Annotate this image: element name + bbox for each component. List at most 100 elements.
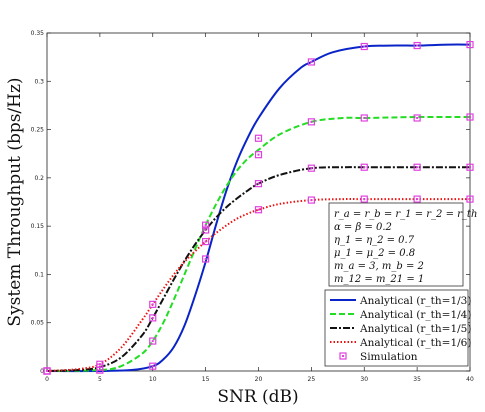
y-tick-label: 0.2	[34, 175, 44, 182]
annotation-line-1: r_a = r_b = r_1 = r_2 = r_th	[334, 209, 477, 220]
simulation-marker	[254, 151, 263, 159]
simulation-marker-core	[98, 363, 101, 366]
simulation-marker	[202, 237, 210, 246]
simulation-marker-core	[151, 365, 154, 368]
legend: Analytical (r_th=1/3) Analytical (r_th=1…	[324, 289, 471, 367]
simulation-marker-core	[151, 340, 154, 343]
simulation-marker	[413, 41, 421, 50]
x-tick-label: 5	[98, 376, 102, 383]
simulation-marker-core	[310, 120, 313, 123]
simulation-marker-core	[416, 166, 419, 169]
x-axis-label: SNR (dB)	[217, 387, 298, 407]
simulation-marker	[254, 206, 263, 214]
series-line-1	[46, 43, 471, 373]
axis-ticks: 0 5 10 15 20 25 30 35 40 0 0.05 0.1 0.15 0.2 0.25 0.3 0.…	[31, 30, 474, 383]
x-tick-label: 40	[466, 376, 474, 383]
y-tick-label: 0.05	[31, 320, 45, 327]
y-axis-label: System Throughput (bps/Hz)	[5, 77, 25, 326]
simulation-marker-core	[469, 166, 471, 169]
simulation-marker-core	[416, 44, 419, 47]
x-tick-label: 15	[202, 376, 210, 383]
simulation-marker	[307, 196, 315, 204]
simulation-marker-core	[416, 198, 419, 201]
legend-label-3: Analytical (r_th=1/5)	[359, 323, 471, 335]
annotation-line-4: μ_1 = μ_2 = 0.8	[334, 248, 415, 259]
simulation-marker	[466, 163, 474, 171]
simulation-marker-core	[257, 137, 260, 140]
simulation-marker	[413, 195, 421, 203]
y-tick-label: 0.15	[31, 223, 45, 230]
legend-label-1: Analytical (r_th=1/3)	[359, 295, 471, 307]
parameter-annotation: r_a = r_b = r_1 = r_2 = r_th α = β = 0.2…	[328, 202, 477, 287]
simulation-marker	[466, 113, 474, 121]
simulation-marker	[307, 58, 315, 66]
simulation-marker	[466, 195, 474, 203]
simulation-marker	[202, 255, 210, 263]
legend-label-2: Analytical (r_th=1/4)	[359, 309, 471, 321]
simulation-marker-core	[363, 198, 366, 201]
legend-label-4: Analytical (r_th=1/6)	[359, 337, 471, 349]
x-tick-label: 20	[255, 376, 263, 383]
x-tick-label: 25	[308, 376, 316, 383]
simulation-marker	[202, 221, 210, 229]
annotation-box	[328, 202, 464, 287]
simulation-marker-core	[257, 208, 260, 211]
x-tick-label: 0	[45, 376, 49, 383]
annotation-line-5: m_a = 3, m_b = 2	[334, 261, 424, 272]
series-line-4	[46, 198, 470, 372]
simulation-marker	[254, 134, 263, 142]
y-tick-label: 0.1	[34, 271, 44, 278]
annotation-line-6: m_12 = m_21 = 1	[334, 274, 424, 285]
simulation-marker-core	[204, 229, 207, 232]
simulation-marker-core	[363, 166, 366, 169]
simulation-markers	[43, 40, 474, 375]
simulation-marker	[360, 163, 368, 171]
x-tick-label: 35	[413, 376, 421, 383]
simulation-marker	[43, 367, 51, 375]
series-line-2	[46, 115, 471, 372]
simulation-marker	[149, 314, 157, 322]
x-tick-label: 10	[149, 376, 157, 383]
simulation-marker-core	[310, 60, 313, 63]
simulation-marker-core	[257, 182, 260, 185]
y-tick-label: 0.25	[31, 127, 45, 134]
simulation-marker	[360, 114, 368, 122]
simulation-marker	[307, 118, 315, 126]
simulation-marker	[149, 362, 157, 370]
simulation-marker-core	[469, 116, 471, 119]
y-tick-label: 0.3	[34, 78, 44, 85]
simulation-marker	[413, 114, 421, 122]
simulation-marker-core	[363, 45, 366, 48]
simulation-marker-core	[46, 370, 48, 372]
annotation-line-3: η_1 = η_2 = 0.7	[334, 235, 415, 246]
simulation-marker-core	[204, 240, 207, 243]
y-tick-label: 0	[40, 368, 44, 375]
simulation-marker-core	[469, 43, 471, 46]
series-line-3	[46, 166, 470, 372]
simulation-marker	[307, 164, 315, 172]
simulation-marker	[360, 42, 368, 51]
simulation-marker-core	[310, 167, 313, 170]
simulation-marker	[466, 40, 474, 49]
simulation-marker	[202, 226, 210, 234]
simulation-marker	[360, 195, 368, 203]
simulation-marker-core	[257, 153, 260, 156]
simulation-marker-core	[204, 224, 207, 227]
simulation-marker-core	[151, 303, 154, 306]
simulation-marker	[96, 360, 104, 368]
legend-swatch-simulation	[339, 352, 347, 360]
x-tick-label: 30	[360, 376, 368, 383]
simulation-marker	[149, 337, 157, 345]
simulation-marker	[254, 180, 263, 188]
simulation-marker-core	[363, 116, 366, 119]
simulation-marker-core	[151, 316, 154, 319]
legend-label-simulation: Simulation	[360, 351, 418, 363]
simulation-marker-core	[469, 198, 471, 201]
simulation-marker-core	[416, 116, 419, 119]
simulation-marker-core	[204, 257, 207, 260]
y-tick-label: 0.35	[31, 30, 45, 37]
simulation-marker	[149, 300, 157, 308]
annotation-line-2: α = β = 0.2	[334, 222, 392, 233]
series-layer	[46, 43, 471, 373]
